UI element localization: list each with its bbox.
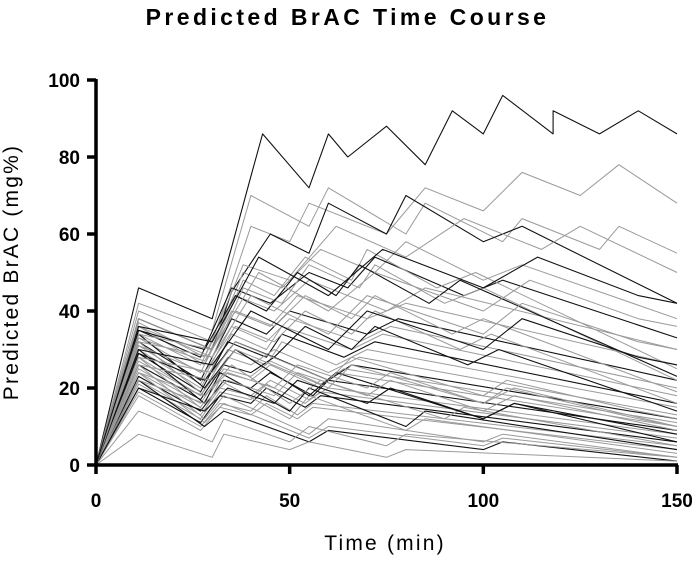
series-line-30 — [95, 372, 678, 466]
series-line-6 — [95, 241, 678, 466]
series-lines — [95, 94, 678, 466]
axes: 0 20 40 60 80 100 0 50 100 150 — [48, 71, 693, 512]
series-line-23 — [95, 391, 678, 466]
series-line-48 — [95, 410, 678, 466]
x-axis-label: Time (min) — [324, 532, 446, 555]
series-line-42 — [95, 341, 678, 466]
series-line-9 — [95, 295, 678, 466]
series-line-29 — [95, 364, 678, 466]
series-line-41 — [95, 349, 678, 466]
y-tick-label: 100 — [48, 71, 80, 92]
series-line-1 — [95, 94, 678, 466]
series-line-36 — [95, 310, 678, 466]
series-line-37 — [95, 325, 678, 466]
y-tick-label: 40 — [59, 302, 80, 323]
series-line-4 — [95, 194, 678, 466]
x-tick-label: 100 — [467, 491, 499, 512]
series-line-22 — [95, 387, 678, 466]
series-line-26 — [95, 356, 678, 466]
y-tick-label: 20 — [59, 379, 80, 400]
series-line-46 — [95, 248, 678, 466]
series-line-43 — [95, 310, 678, 466]
series-line-39 — [95, 372, 678, 466]
x-tick-label: 150 — [661, 491, 693, 512]
series-line-10 — [95, 310, 678, 466]
series-line-16 — [95, 356, 678, 466]
series-line-47 — [95, 433, 678, 466]
chart-title: Predicted BrAC Time Course — [145, 4, 550, 30]
series-line-34 — [95, 264, 678, 466]
series-line-45 — [95, 272, 678, 466]
series-line-35 — [95, 295, 678, 466]
y-tick-label: 0 — [69, 456, 80, 477]
series-line-33 — [95, 248, 678, 466]
series-line-38 — [95, 364, 678, 466]
series-line-8 — [95, 279, 678, 466]
y-tick-label: 60 — [59, 225, 80, 246]
series-line-14 — [95, 341, 678, 466]
series-line-15 — [95, 349, 678, 466]
series-line-32 — [95, 264, 678, 466]
series-line-25 — [95, 348, 678, 466]
y-tick-label: 80 — [59, 148, 80, 169]
series-line-3 — [95, 164, 678, 466]
series-line-44 — [95, 295, 678, 466]
y-axis-label: Predicted BrAC (mg%) — [0, 143, 23, 401]
series-line-5 — [95, 218, 678, 466]
x-tick-label: 50 — [279, 491, 300, 512]
series-line-40 — [95, 379, 678, 466]
x-tick-label: 0 — [91, 491, 102, 512]
